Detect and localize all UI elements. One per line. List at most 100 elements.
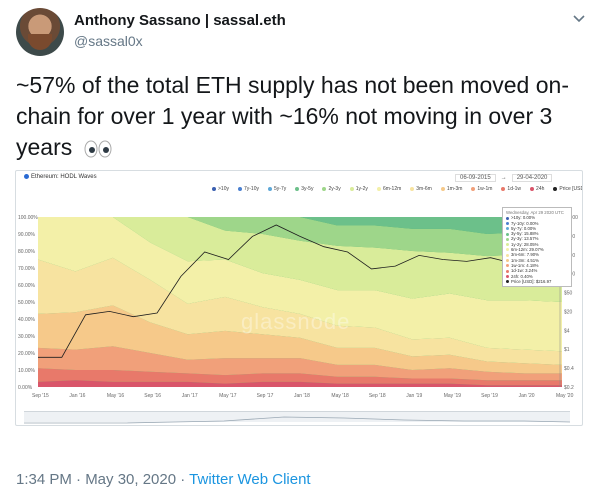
legend-item[interactable]: 7y-10y [237, 186, 259, 192]
y-tick-left: 20.00% [18, 351, 36, 357]
y-tick-right: $50 [564, 291, 573, 297]
ethereum-icon [24, 174, 29, 179]
band-1d1w [38, 368, 562, 386]
tooltip-swatch [506, 274, 509, 278]
tooltip-label: 24h: 0.40% [511, 273, 533, 279]
chart-card-title: Ethereum: HODL Waves [24, 174, 97, 180]
legend-swatch [471, 186, 476, 191]
legend-label: 5y-7y [274, 186, 287, 192]
tooltip-label: 1m-3m: 4.51% [511, 257, 539, 263]
eyes-icon [84, 140, 112, 158]
legend-item[interactable]: 5y-7y [268, 186, 286, 192]
legend-item[interactable]: 3y-5y [295, 186, 313, 192]
legend-swatch [530, 186, 535, 191]
date-range[interactable]: 06-09-2015 → 29-04-2020 [452, 174, 553, 182]
tooltip-label: 2y-3y: 13.57% [511, 236, 539, 242]
chart-navigator[interactable] [24, 411, 571, 424]
band-6m12m [38, 217, 562, 352]
tooltip-label: 3m-6m: 7.90% [511, 252, 539, 258]
chart-card[interactable]: Ethereum: HODL Waves 06-09-2015 → 29-04-20… [15, 170, 583, 426]
author-name[interactable]: Anthony Sassano | sassal.eth [74, 12, 286, 29]
legend-swatch [553, 186, 558, 191]
y-tick-right: $0.4 [564, 366, 574, 372]
legend-item[interactable]: 1w-1m [471, 186, 492, 192]
tooltip-row: 24h: 0.40% [506, 274, 568, 279]
x-tick: Jan '19 [406, 393, 422, 399]
y-tick-left: 60.00% [18, 283, 36, 289]
legend-item[interactable]: >10y [212, 186, 229, 192]
y-tick-left: 50.00% [18, 300, 36, 306]
legend-item[interactable]: 1d-1w [501, 186, 521, 192]
legend-label: 24h [536, 186, 545, 192]
hodl-waves-chart[interactable]: 100.00% 90.00% 80.00% 70.00% 60.00% 50.00% 40.… [16, 211, 582, 411]
legend-swatch [440, 186, 445, 191]
x-tick: Sep '15 [32, 393, 49, 399]
y-tick-left: 80.00% [18, 249, 36, 255]
price-line [38, 224, 563, 358]
chart-tooltip: Wednesday, Apr 29 2020 UTC >10y: 0.00% 7y… [502, 207, 572, 288]
chart-legend: >10y 7y-10y 5y-7y 3y-5y 2y-3y 1y-2y 6m-12m 3m-6… [212, 186, 583, 192]
band-1w1m [38, 346, 562, 381]
navigator-line [24, 416, 571, 424]
tooltip-swatch [506, 232, 509, 236]
tooltip-swatch [506, 264, 509, 268]
legend-item[interactable]: Price [USD] [553, 186, 583, 192]
y-tick-left: 90.00% [18, 232, 36, 238]
date-from[interactable]: 06-09-2015 [455, 174, 496, 182]
tooltip-label: 1y-2y: 28.05% [511, 241, 539, 247]
legend-swatch [349, 186, 354, 191]
x-tick: Sep '18 [369, 393, 386, 399]
legend-item[interactable]: 1y-2y [349, 186, 368, 192]
legend-label: Price [USD] [559, 186, 583, 192]
legend-label: 6m-12m [382, 186, 402, 192]
y-tick-left: 0.00% [18, 385, 33, 391]
author-handle[interactable]: @sassal0x [74, 33, 143, 49]
tooltip-swatch [506, 259, 509, 263]
x-tick: Sep '19 [481, 393, 498, 399]
x-tick: May '18 [331, 393, 349, 399]
avatar[interactable] [16, 8, 64, 56]
y-tick-left: 10.00% [18, 368, 36, 374]
tooltip-row: 7y-10y: 0.00% [506, 221, 568, 226]
tooltip-row: 5y-7y: 0.00% [506, 226, 568, 231]
tooltip-row: 1y-2y: 28.05% [506, 242, 568, 247]
x-tick: Sep '16 [144, 393, 161, 399]
tooltip-label: 1w-1m: 4.18% [511, 262, 539, 268]
legend-label: 1w-1m [477, 186, 493, 192]
tweet-client-link[interactable]: Twitter Web Client [189, 471, 311, 488]
y-tick-right: $1 [564, 347, 570, 353]
legend-item[interactable]: 1m-3m [440, 186, 462, 192]
tooltip-label: 3y-5y: 15.88% [511, 231, 539, 237]
legend-item[interactable]: 24h [530, 186, 544, 192]
tooltip-label: >10y: 0.00% [511, 215, 536, 221]
legend-item[interactable]: 3m-6m [410, 186, 432, 192]
chevron-down-icon[interactable] [570, 10, 588, 28]
x-tick: Jan '18 [294, 393, 310, 399]
tweet-footer: 1:34 PM · May 30, 2020 · Twitter Web Cli… [16, 471, 311, 488]
tooltip-swatch [506, 216, 509, 220]
date-to[interactable]: 29-04-2020 [511, 174, 553, 182]
tooltip-swatch [506, 243, 509, 247]
tooltip-row: 1d-1w: 3.24% [506, 268, 568, 273]
y-tick-left: 100.00% [18, 215, 38, 221]
tooltip-row: 6m-12m: 29.07% [506, 247, 568, 252]
legend-label: 3y-5y [301, 186, 314, 192]
tweet-timestamp[interactable]: 1:34 PM · May 30, 2020 · [16, 471, 190, 488]
legend-label: 7y-10y [243, 186, 259, 192]
chart-title: Ethereum: HODL Waves [31, 174, 97, 181]
legend-label: 1d-1w [507, 186, 522, 192]
legend-swatch [322, 186, 327, 191]
legend-label: 1y-2y [355, 186, 368, 192]
y-tick-right: $0.2 [564, 385, 574, 391]
legend-label: >10y [218, 186, 229, 192]
legend-swatch [268, 186, 272, 191]
band-24h [38, 380, 562, 387]
tooltip-date: Wednesday, Apr 29 2020 UTC [506, 210, 564, 215]
y-tick-left: 70.00% [18, 266, 36, 272]
tooltip-row: 1m-3m: 4.51% [506, 258, 568, 263]
legend-item[interactable]: 2y-3y [322, 186, 341, 192]
tooltip-label: 7y-10y: 0.00% [511, 220, 539, 226]
tooltip-label: 5y-7y: 0.00% [511, 225, 537, 231]
x-tick: Jan '16 [69, 393, 85, 399]
legend-item[interactable]: 6m-12m [376, 186, 402, 192]
